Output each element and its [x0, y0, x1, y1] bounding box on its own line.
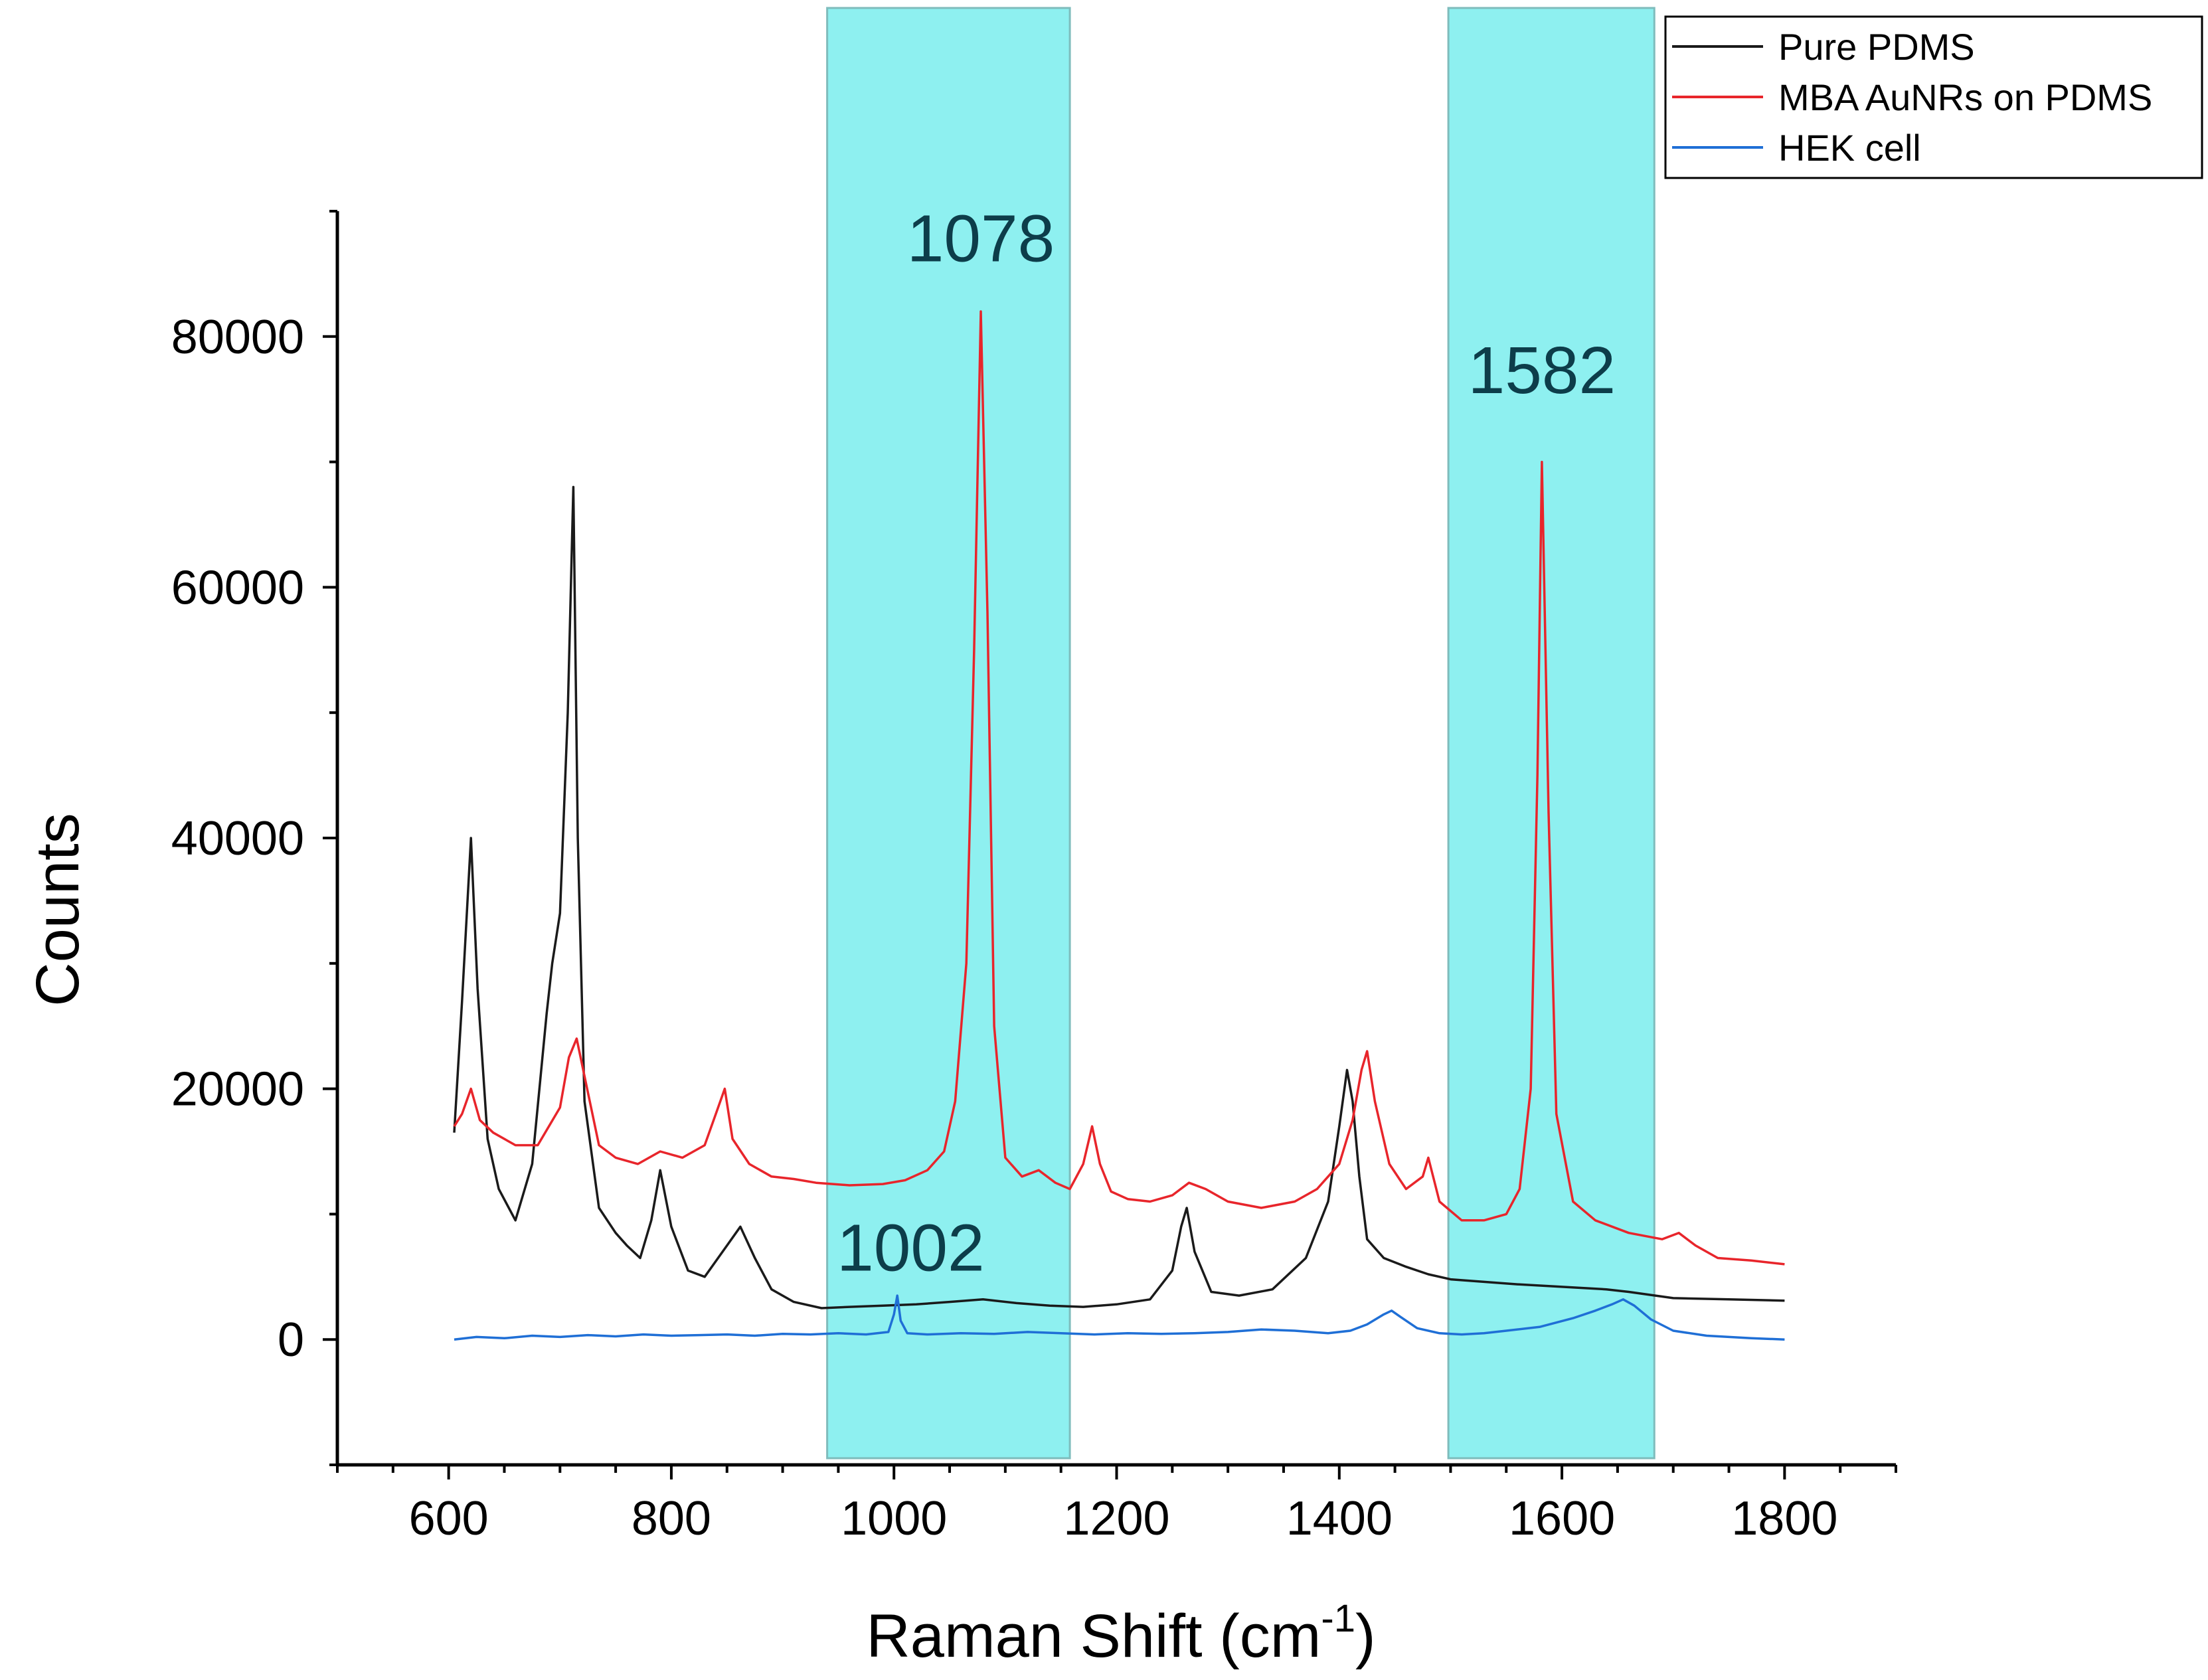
y-tick-label: 80000: [171, 311, 304, 364]
x-tick-label: 1800: [1731, 1492, 1837, 1545]
legend-label: HEK cell: [1778, 127, 1921, 169]
legend-label: Pure PDMS: [1778, 26, 1975, 68]
peak-annotations: 1078 1582 1002: [837, 202, 1616, 1286]
x-tick-label: 1600: [1509, 1492, 1615, 1545]
legend-label: MBA AuNRs on PDMS: [1778, 76, 2152, 118]
y-axis-title: Counts: [24, 813, 92, 1007]
y-axis-ticks: 0 20000 40000 60000 80000: [171, 210, 337, 1466]
x-axis-ticks: 600 800 1000 1200 1400 1600 1800: [336, 1465, 1897, 1545]
data-series: [453, 310, 1785, 1341]
x-axis-title: Raman Shift (cm-1): [866, 1597, 1375, 1670]
series-line-mba-aunrs-on-pdms: [453, 310, 1785, 1266]
x-axis-title-main: Raman Shift (cm: [866, 1602, 1321, 1670]
y-tick-label: 40000: [171, 812, 304, 865]
x-axis-title-close: ): [1355, 1602, 1376, 1670]
y-tick-label: 20000: [171, 1063, 304, 1116]
x-tick-label: 800: [632, 1492, 711, 1545]
highlight-band-1: [826, 7, 1071, 1460]
series-line-hek-cell: [454, 1294, 1785, 1341]
highlight-bands: [826, 7, 1656, 1460]
x-tick-label: 1000: [841, 1492, 947, 1545]
peak-label-1002: 1002: [837, 1211, 984, 1285]
peak-label-1582: 1582: [1468, 333, 1616, 408]
x-tick-label: 600: [409, 1492, 489, 1545]
peak-label-1078: 1078: [907, 202, 1055, 276]
x-tick-label: 1200: [1063, 1492, 1169, 1545]
x-axis-title-superscript: -1: [1321, 1597, 1355, 1640]
series-line-pure-pdms: [453, 485, 1785, 1309]
legend: Pure PDMS MBA AuNRs on PDMS HEK cell: [1664, 15, 2203, 179]
y-tick-label: 60000: [171, 561, 304, 614]
highlight-band-2: [1447, 7, 1656, 1460]
y-tick-label: 0: [278, 1313, 304, 1367]
x-tick-label: 1400: [1286, 1492, 1393, 1545]
